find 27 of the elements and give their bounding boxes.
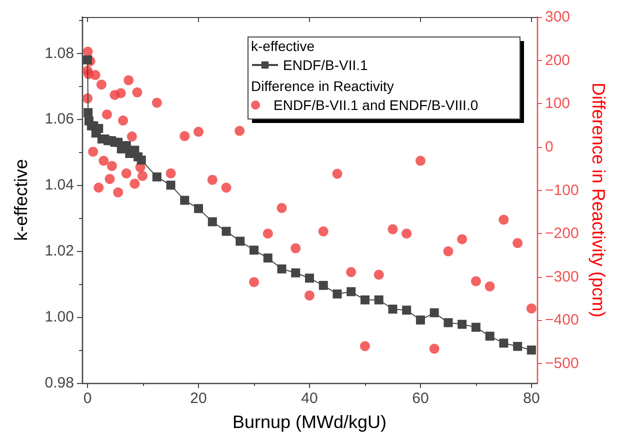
y2-tick-label: −300 xyxy=(545,268,579,286)
legend-label: ENDF/B-VII.1 and ENDF/B-VIII.0 xyxy=(274,97,478,113)
y-tick-label: 1.08 xyxy=(44,44,74,62)
y2-tick-label: −100 xyxy=(545,182,579,199)
y2-tick-label: −500 xyxy=(545,355,579,372)
y-tick-label: 0.98 xyxy=(44,374,74,392)
y-axis-title: k-effective xyxy=(11,159,31,241)
y2-axis-title: Difference in Reactivity (pcm) xyxy=(588,82,609,318)
annotation: Difference in Reactivity xyxy=(251,78,394,94)
y-tick-label: 1.00 xyxy=(44,308,74,326)
y2-tick-label: 300 xyxy=(545,8,570,26)
x-tick-label: 0 xyxy=(83,390,92,407)
x-tick-label: 60 xyxy=(412,390,429,407)
legend-label: ENDF/B-VII.1 xyxy=(283,57,368,73)
y2-tick-label: −400 xyxy=(545,312,579,329)
y2-tick-label: 0 xyxy=(545,138,554,156)
x-tick-label: 40 xyxy=(301,390,318,407)
y-tick-label: 1.04 xyxy=(44,176,74,194)
x-axis-title: Burnup (MWd/kgU) xyxy=(232,412,387,432)
y2-tick-label: 100 xyxy=(545,95,570,112)
x-tick-label: 20 xyxy=(190,390,207,407)
y2-tick-label: −200 xyxy=(545,225,579,242)
legend-title: k-effective xyxy=(251,38,315,54)
x-tick-label: 80 xyxy=(523,390,540,407)
y-tick-label: 1.06 xyxy=(44,110,74,128)
y-tick-label: 1.02 xyxy=(44,242,74,260)
y2-tick-label: 200 xyxy=(545,52,570,69)
